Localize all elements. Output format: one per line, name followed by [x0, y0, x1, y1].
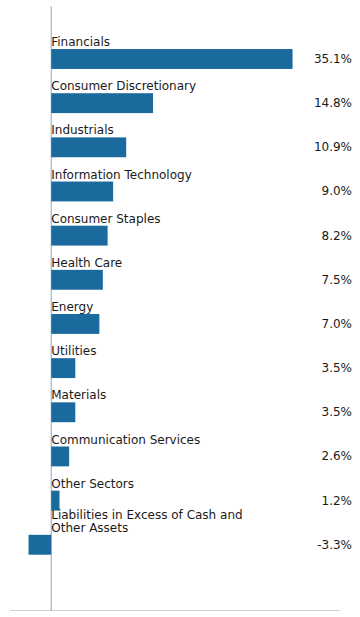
category-label: Liabilities in Excess of Cash andOther A…	[51, 508, 242, 535]
value-label: 10.9%	[314, 140, 352, 154]
category-label: Materials	[51, 388, 106, 402]
bars	[29, 6, 293, 611]
bar	[29, 535, 52, 555]
category-label: Utilities	[51, 344, 96, 358]
bar	[51, 270, 103, 290]
value-label: 2.6%	[322, 449, 353, 463]
bar	[51, 314, 99, 334]
bar	[51, 358, 75, 378]
value-label: 3.5%	[322, 405, 353, 419]
category-label: Other Sectors	[51, 477, 134, 491]
value-label: 8.2%	[322, 229, 353, 243]
chart: Financials 35.1% Consumer Discretionary 14.…	[0, 0, 360, 617]
bar	[51, 402, 75, 422]
x-axis-line	[10, 610, 340, 611]
value-label: 7.0%	[322, 317, 353, 331]
chart-container: Financials 35.1% Consumer Discretionary 14.…	[0, 0, 360, 617]
bar	[51, 182, 113, 202]
category-label: Communication Services	[51, 433, 200, 447]
category-label: Information Technology	[51, 168, 192, 182]
category-label: Consumer Staples	[51, 212, 160, 226]
category-label: Industrials	[51, 123, 114, 137]
bar	[51, 49, 292, 69]
value-label: 35.1%	[314, 52, 352, 66]
value-label: 7.5%	[322, 273, 353, 287]
value-label: 1.2%	[322, 494, 353, 508]
value-label: 14.8%	[314, 96, 352, 110]
value-label: 9.0%	[322, 184, 353, 198]
category-label: Financials	[51, 35, 110, 49]
category-label: Energy	[51, 300, 93, 314]
category-label: Consumer Discretionary	[51, 79, 196, 93]
bar	[51, 93, 153, 113]
bar	[51, 226, 107, 246]
bar	[51, 137, 126, 157]
value-label: 3.5%	[322, 361, 353, 375]
value-label: -3.3%	[317, 538, 352, 552]
category-label: Health Care	[51, 256, 122, 270]
bar	[51, 447, 69, 467]
